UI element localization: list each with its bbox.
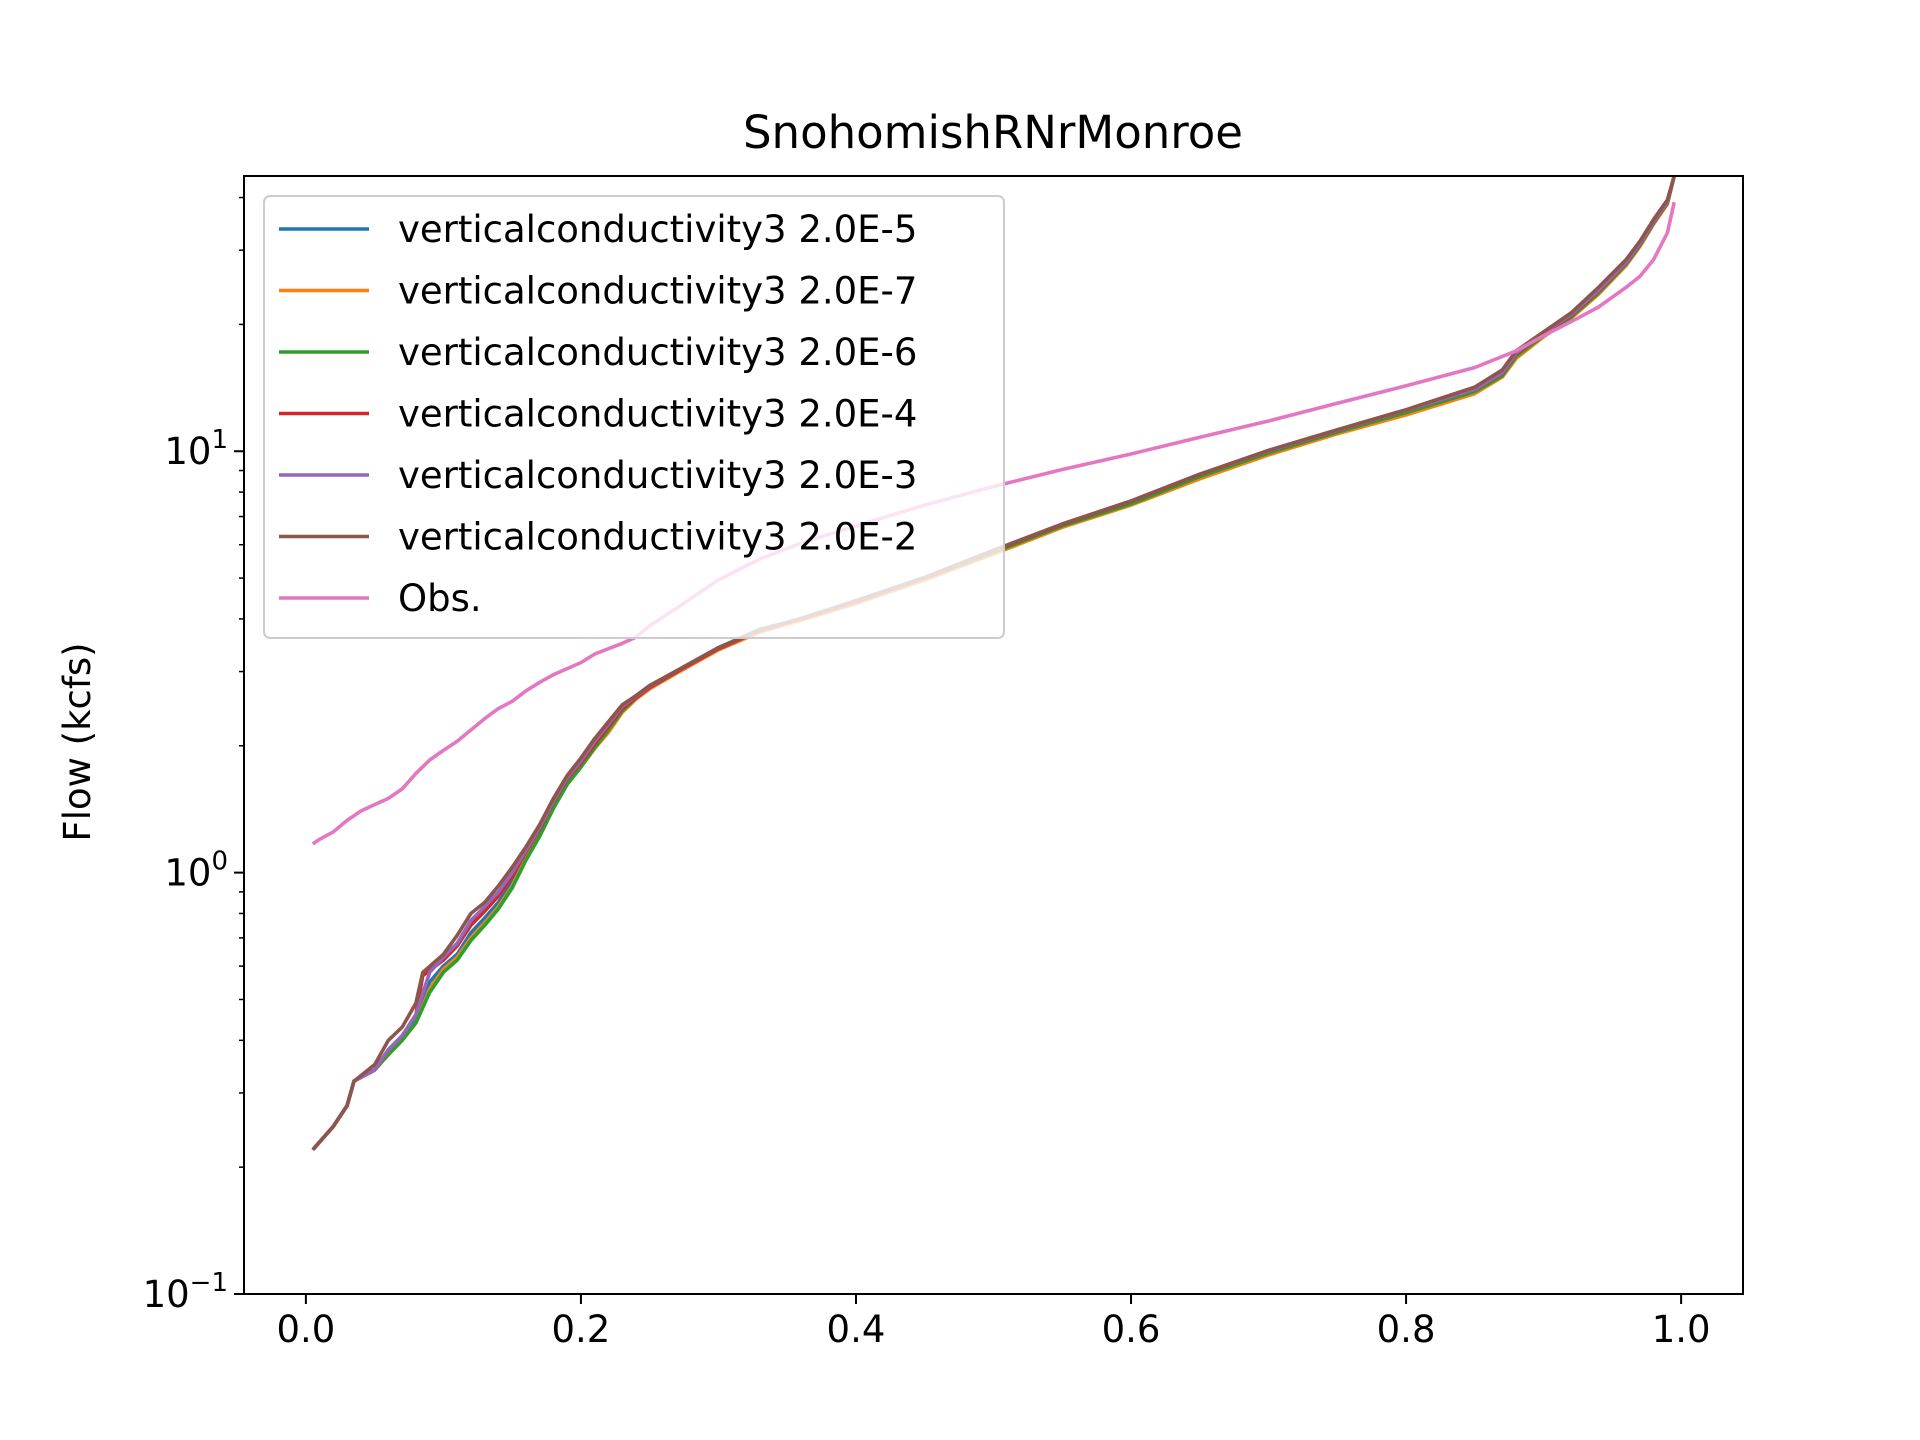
y-tick-label: 100 <box>164 847 228 895</box>
legend-label: verticalconductivity3 2.0E-4 <box>398 393 917 436</box>
x-axis: 0.0 0.2 0.4 0.6 0.8 1.0 <box>276 1294 1711 1351</box>
legend-label: Obs. <box>398 577 482 620</box>
y-tick-label: 10−1 <box>143 1268 228 1316</box>
legend-label: verticalconductivity3 2.0E-3 <box>398 454 917 497</box>
x-tick-label: 0.2 <box>552 1308 611 1351</box>
y-axis-label: Flow (kcfs) <box>56 642 99 841</box>
x-tick-label: 1.0 <box>1652 1308 1711 1351</box>
series-layer <box>311 176 1676 1151</box>
x-tick-label: 0.8 <box>1377 1308 1436 1351</box>
chart-title: SnohomishRNrMonroe <box>743 106 1243 159</box>
x-tick-label: 0.0 <box>276 1308 335 1351</box>
legend-label: verticalconductivity3 2.0E-6 <box>398 331 917 374</box>
x-tick-label: 0.6 <box>1102 1308 1161 1351</box>
y-tick-label: 101 <box>164 425 228 473</box>
x-tick-label: 0.4 <box>827 1308 886 1351</box>
y-axis: 10−1 100 101 <box>143 196 244 1316</box>
legend-box <box>263 195 1005 639</box>
legend: verticalconductivity3 2.0E-5 verticalcond… <box>263 195 1005 639</box>
legend-label: verticalconductivity3 2.0E-5 <box>398 208 917 251</box>
legend-label: verticalconductivity3 2.0E-7 <box>398 270 917 313</box>
plot-frame <box>243 175 1744 1295</box>
legend-label: verticalconductivity3 2.0E-2 <box>398 516 917 559</box>
